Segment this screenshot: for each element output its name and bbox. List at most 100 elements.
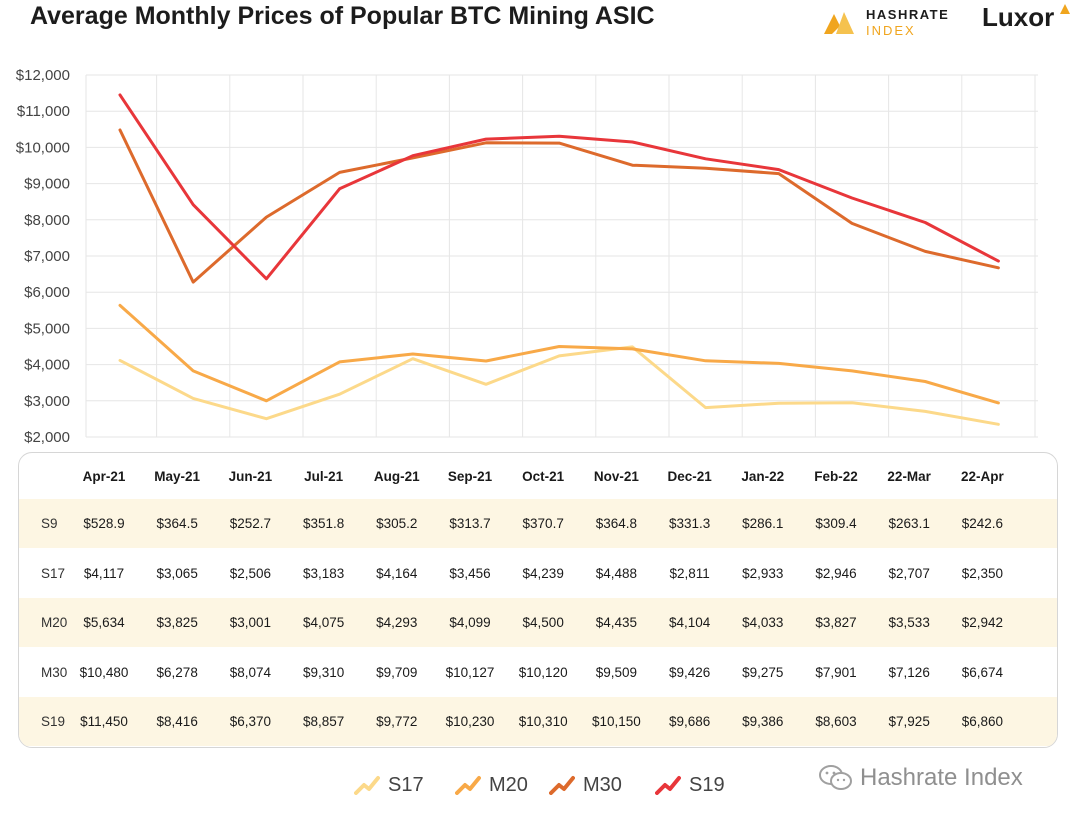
table-cell: $9,426 [668,664,711,680]
table-column-header: Jun-21 [228,468,273,484]
table-cell: $4,500 [522,615,564,630]
table-cell: $331.3 [668,516,711,531]
table-cell: $7,126 [888,664,930,680]
table-cell: $6,674 [961,664,1004,680]
table-cell: $3,827 [815,615,857,630]
legend-swatch-icon [549,776,575,795]
table-cell: $242.6 [961,516,1004,531]
y-tick-label: $2,000 [24,429,70,446]
table-cell: $252.7 [229,516,272,531]
table-column-header: Sep-21 [447,468,493,484]
table-cell: $528.9 [83,516,125,531]
table-cell: $10,310 [518,714,568,729]
legend-swatch-icon [354,776,380,795]
table-column-header: Feb-22 [814,468,858,484]
line-chart: $2,000 $3,000 $4,000 $5,000 $6,000 $7,000 $8,0… [16,67,1038,446]
luxor-logo-text: Luxor [982,2,1055,32]
y-tick-label: $4,000 [24,357,70,374]
hashrate-logo-line1: HASHRATE [866,7,950,22]
legend-label: M30 [583,773,622,796]
legend-label: M20 [489,773,528,796]
table-cell: $9,709 [376,664,418,680]
table-cell: $7,901 [815,664,857,680]
table-cell: $2,933 [742,565,784,581]
table-row: S19 $11,450 $8,416 $6,370 $8,857 $9,772 $10,23… [19,697,1057,746]
table-cell: $9,310 [302,664,345,680]
table-cell: $6,860 [961,714,1004,729]
table-cell: $6,278 [156,664,198,680]
hashrate-index-logo: HASHRATE INDEX [822,6,957,40]
table-cell: $11,450 [80,714,128,729]
table-cell: $2,942 [961,615,1004,630]
table-column-header: Aug-21 [373,468,420,484]
table-column-header: Nov-21 [593,468,639,484]
table-cell: $3,825 [156,615,198,630]
table-cell: $2,350 [961,565,1004,581]
y-tick-label: $11,000 [17,103,70,120]
table-cell: $3,183 [302,565,345,581]
table-column-header: 22-Mar [887,468,931,484]
table-cell: $3,456 [449,565,491,581]
table-cell: $4,104 [668,615,711,630]
table-cell: $10,127 [445,664,495,680]
table-cell: $4,488 [595,565,638,581]
table-column-header: Jul-21 [304,468,344,484]
table-cell: $351.8 [302,516,345,531]
table-cell: $2,707 [888,565,930,581]
luxor-logo: Luxor [982,2,1070,33]
y-tick-label: $5,000 [24,320,70,337]
hashrate-logo-line2: INDEX [866,23,916,38]
price-table: Apr-21 May-21 Jun-21 Jul-21 Aug-21 Sep-21 Oct-… [18,452,1058,748]
table-cell: $9,509 [595,664,638,680]
table-cell: $10,150 [591,714,641,729]
luxor-logo-icon [1060,4,1070,14]
y-tick-label: $9,000 [24,176,70,193]
legend-item-m20: M20 [455,770,528,800]
table-cell: $4,099 [449,615,491,630]
table-cell: $4,075 [302,615,345,630]
table-cell: $364.5 [156,516,198,531]
table-cell: $309.4 [815,516,857,531]
table-cell: $7,925 [888,714,930,729]
table-cell: $8,074 [229,664,272,680]
watermark-text: Hashrate Index [860,764,1023,791]
table-cell: $305.2 [376,516,418,531]
table-cell: $4,033 [742,615,784,630]
table-cell: $8,603 [815,714,857,729]
legend-label: S19 [689,773,725,796]
hashrate-logo-icon [824,12,854,34]
y-tick-label: $12,000 [16,67,70,84]
table-cell: $10,480 [79,664,129,680]
table-row: M20 $5,634 $3,825 $3,001 $4,075 $4,293 $4,099 $… [19,598,1057,647]
chart-legend: S17 M20 M30 S19 [0,770,1080,800]
table-cell: $4,239 [522,565,564,581]
table-cell: $9,386 [742,714,784,729]
table-cell: $286.1 [742,516,784,531]
table-column-header: Dec-21 [667,468,712,484]
table-row: M30 $10,480 $6,278 $8,074 $9,310 $9,709 $10,12… [19,648,1057,697]
table-row-label: M30 [41,664,68,680]
y-axis-tick-labels: $2,000 $3,000 $4,000 $5,000 $6,000 $7,000 $8,0… [16,67,70,446]
table-cell: $4,293 [376,615,418,630]
y-tick-label: $6,000 [24,284,70,301]
table-cell: $3,065 [156,565,198,581]
series-line-s17 [118,345,1000,426]
table-cell: $313.7 [449,516,491,531]
table-column-header: Jan-22 [741,468,785,484]
table-cell: $4,164 [376,565,418,581]
table-cell: $3,001 [229,615,272,630]
table-cell: $2,811 [669,565,710,581]
legend-swatch-icon [455,776,481,795]
table-row-label: M20 [41,615,68,630]
y-tick-label: $10,000 [16,139,70,156]
table-row: S17 $4,117 $3,065 $2,506 $3,183 $4,164 $3,456 $… [19,549,1057,598]
table-cell: $8,857 [302,714,345,729]
y-tick-label: $3,000 [24,393,70,410]
series-line-s19 [118,93,1000,281]
table-column-header: Apr-21 [82,468,126,484]
table-cell: $2,946 [815,565,857,581]
legend-item-m30: M30 [549,770,622,800]
chart-series [118,93,1000,426]
chart-title: Average Monthly Prices of Popular BTC Mi… [30,2,655,30]
table-cell: $9,275 [742,664,784,680]
